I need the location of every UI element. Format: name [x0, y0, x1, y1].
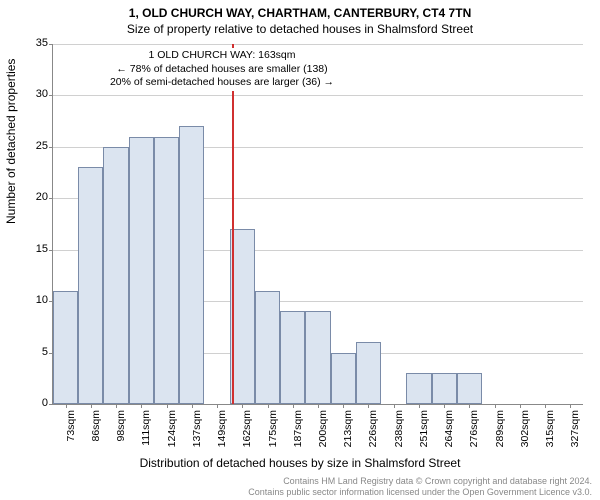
- histogram-bar: [331, 353, 356, 404]
- y-tick: [49, 404, 53, 405]
- histogram-bar: [356, 342, 381, 404]
- x-axis-title: Distribution of detached houses by size …: [0, 456, 600, 470]
- histogram-bar: [53, 291, 78, 404]
- histogram-bar: [255, 291, 280, 404]
- annotation-line-1: 1 OLD CHURCH WAY: 163sqm: [87, 49, 357, 63]
- x-tick: [368, 404, 369, 408]
- histogram-bar: [432, 373, 457, 404]
- marker-line: [232, 44, 234, 404]
- x-tick: [570, 404, 571, 408]
- title-main: 1, OLD CHURCH WAY, CHARTHAM, CANTERBURY,…: [0, 0, 600, 20]
- y-tick-label: 10: [24, 294, 48, 306]
- histogram-bar: [457, 373, 482, 404]
- histogram-bar: [406, 373, 431, 404]
- x-tick: [116, 404, 117, 408]
- x-tick-label: 111sqm: [140, 410, 152, 450]
- annotation-box: 1 OLD CHURCH WAY: 163sqm ← 78% of detach…: [83, 48, 361, 91]
- x-tick: [268, 404, 269, 408]
- x-tick: [141, 404, 142, 408]
- x-tick-label: 264sqm: [443, 410, 455, 450]
- x-tick: [520, 404, 521, 408]
- histogram-bar: [103, 147, 128, 404]
- x-tick: [242, 404, 243, 408]
- y-tick-label: 0: [24, 397, 48, 409]
- x-tick-label: 187sqm: [292, 410, 304, 450]
- y-tick: [49, 147, 53, 148]
- y-tick-label: 30: [24, 88, 48, 100]
- footer-line-2: Contains public sector information licen…: [248, 487, 592, 498]
- gridline: [53, 95, 583, 96]
- y-tick: [49, 95, 53, 96]
- x-tick: [444, 404, 445, 408]
- x-tick: [66, 404, 67, 408]
- y-tick-label: 5: [24, 346, 48, 358]
- x-tick-label: 73sqm: [65, 410, 77, 450]
- gridline: [53, 44, 583, 45]
- annotation-line-3: 20% of semi-detached houses are larger (…: [87, 76, 357, 90]
- x-tick-label: 86sqm: [90, 410, 102, 450]
- y-tick-label: 25: [24, 140, 48, 152]
- x-tick-label: 162sqm: [241, 410, 253, 450]
- histogram-bar: [280, 311, 305, 404]
- x-tick: [192, 404, 193, 408]
- x-tick: [394, 404, 395, 408]
- footer-line-1: Contains HM Land Registry data © Crown c…: [248, 476, 592, 487]
- x-tick-label: 98sqm: [115, 410, 127, 450]
- x-tick: [293, 404, 294, 408]
- y-tick-label: 15: [24, 243, 48, 255]
- x-tick-label: 175sqm: [267, 410, 279, 450]
- x-tick-label: 213sqm: [342, 410, 354, 450]
- x-tick: [91, 404, 92, 408]
- x-tick-label: 302sqm: [519, 410, 531, 450]
- x-tick: [495, 404, 496, 408]
- x-tick: [217, 404, 218, 408]
- x-tick-label: 276sqm: [468, 410, 480, 450]
- x-tick-label: 124sqm: [166, 410, 178, 450]
- x-tick-label: 327sqm: [569, 410, 581, 450]
- histogram-bar: [154, 137, 179, 404]
- x-tick-label: 137sqm: [191, 410, 203, 450]
- y-tick-label: 20: [24, 191, 48, 203]
- x-tick-label: 149sqm: [216, 410, 228, 450]
- annotation-line-2: ← 78% of detached houses are smaller (13…: [87, 63, 357, 77]
- x-tick: [419, 404, 420, 408]
- x-tick: [318, 404, 319, 408]
- x-tick: [343, 404, 344, 408]
- y-tick: [49, 44, 53, 45]
- y-axis-title: Number of detached properties: [4, 59, 18, 224]
- histogram-bar: [129, 137, 154, 404]
- x-tick-label: 238sqm: [393, 410, 405, 450]
- histogram-bar: [179, 126, 204, 404]
- x-tick-label: 226sqm: [367, 410, 379, 450]
- x-tick: [545, 404, 546, 408]
- y-tick: [49, 198, 53, 199]
- x-tick: [469, 404, 470, 408]
- y-tick: [49, 250, 53, 251]
- histogram-bar: [305, 311, 330, 404]
- title-sub: Size of property relative to detached ho…: [0, 20, 600, 36]
- histogram-bar: [78, 167, 103, 404]
- x-tick: [167, 404, 168, 408]
- x-tick-label: 200sqm: [317, 410, 329, 450]
- footer: Contains HM Land Registry data © Crown c…: [248, 476, 592, 498]
- x-tick-label: 251sqm: [418, 410, 430, 450]
- x-tick-label: 315sqm: [544, 410, 556, 450]
- y-tick-label: 35: [24, 37, 48, 49]
- chart-plot-area: 1 OLD CHURCH WAY: 163sqm ← 78% of detach…: [52, 44, 583, 405]
- x-tick-label: 289sqm: [494, 410, 506, 450]
- chart-container: 1, OLD CHURCH WAY, CHARTHAM, CANTERBURY,…: [0, 0, 600, 500]
